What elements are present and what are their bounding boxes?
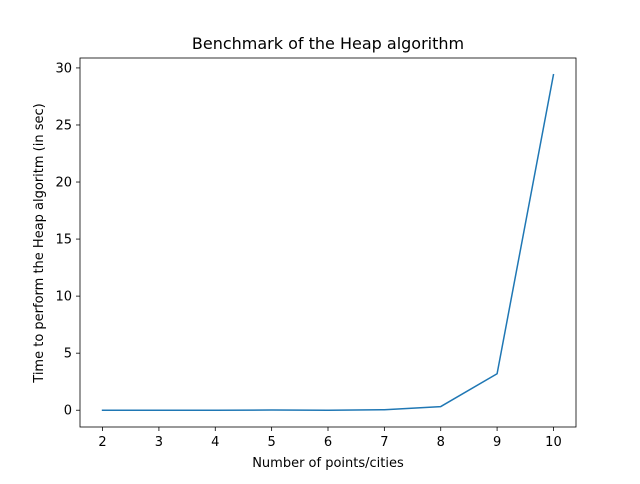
x-tick-label: 6 — [324, 435, 332, 450]
x-axis-ticks: 2 3 4 5 6 7 8 9 10 — [98, 427, 562, 450]
y-tick-label: 5 — [64, 347, 72, 362]
plot-area-frame — [79, 57, 577, 428]
series-line — [101, 73, 555, 411]
y-axis-label: Time to perform the Heap algoritm (in se… — [32, 103, 47, 383]
x-axis-label: Number of points/cities — [252, 456, 404, 471]
y-axis-ticks: 0 5 10 15 20 25 30 — [55, 61, 80, 419]
x-tick-label: 5 — [267, 435, 275, 450]
x-tick-label: 4 — [211, 435, 219, 450]
y-tick-label: 25 — [55, 118, 72, 133]
x-tick-label: 3 — [155, 435, 163, 450]
y-tick-label: 0 — [64, 404, 72, 419]
chart-title: Benchmark of the Heap algorithm — [192, 34, 464, 53]
y-tick-label: 20 — [55, 176, 72, 191]
x-tick-label: 2 — [98, 435, 106, 450]
y-tick-label: 15 — [55, 233, 72, 248]
x-tick-label: 8 — [437, 435, 445, 450]
y-tick-label: 10 — [55, 290, 72, 305]
y-tick-label: 30 — [55, 61, 72, 76]
x-tick-label: 10 — [545, 435, 562, 450]
x-tick-label: 7 — [380, 435, 388, 450]
x-tick-label: 9 — [493, 435, 501, 450]
